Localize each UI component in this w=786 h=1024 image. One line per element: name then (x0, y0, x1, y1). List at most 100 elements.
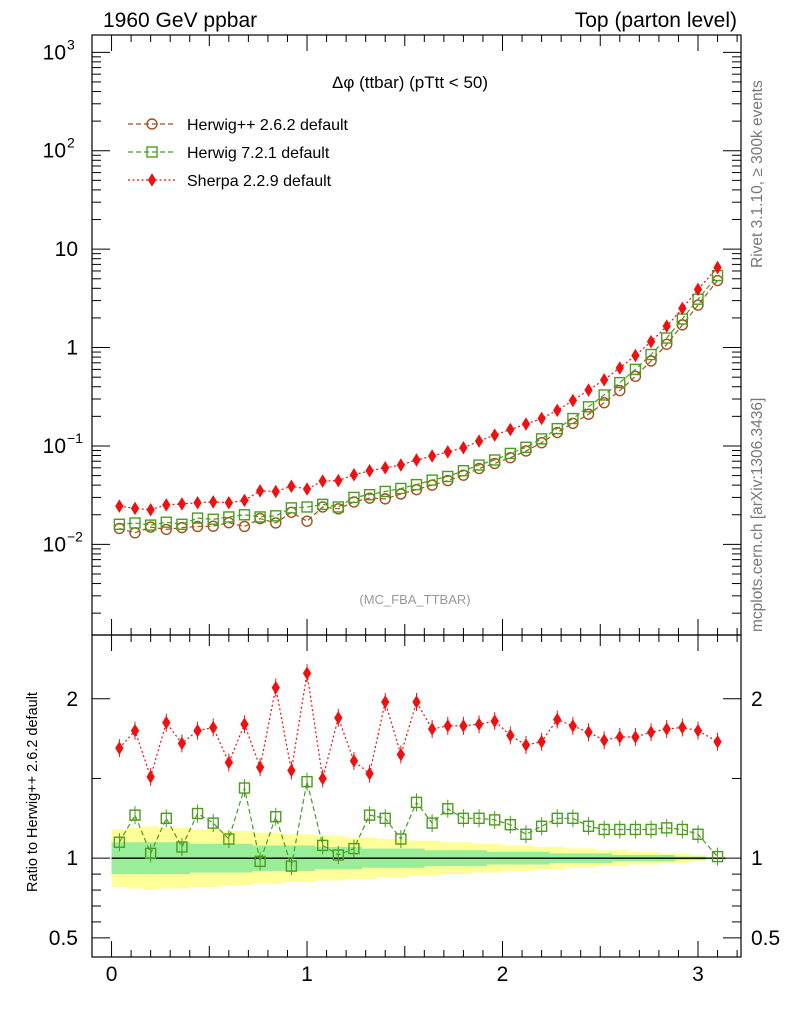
ratio-point-1-14 (334, 711, 343, 725)
ratio-series-line-1 (118, 673, 718, 779)
ratio-point-0-15 (348, 842, 360, 855)
ratio-point-1-26 (521, 738, 531, 752)
ratio-y-tick-label-left: 2 (66, 688, 78, 711)
main-point-0-10 (270, 517, 282, 529)
ratio-point-0-5 (191, 807, 204, 820)
ratio-point-1-18 (396, 747, 406, 762)
y-tick-label: 10 (43, 140, 66, 163)
ratio-point-0-3 (160, 812, 172, 825)
main-point-0-31 (598, 397, 610, 409)
ratio-point-1-15 (349, 754, 359, 768)
main-point-2-32 (615, 361, 624, 375)
main-point-1-20 (426, 474, 438, 486)
ratio-ylabel: Ratio to Herwig++ 2.6.2 default (25, 692, 41, 892)
ratio-point-0-10 (270, 811, 282, 823)
main-point-1-8 (238, 509, 251, 521)
main-point-2-17 (381, 461, 390, 475)
main-point-2-37 (693, 282, 703, 297)
main-point-1-2 (144, 519, 157, 531)
main-point-1-1 (129, 517, 141, 529)
main-point-1-32 (614, 376, 626, 389)
ratio-point-0-2 (144, 847, 157, 860)
ratio-point-1-30 (584, 725, 593, 739)
main-point-1-15 (348, 491, 360, 504)
main-point-2-28 (553, 403, 562, 418)
x-tick-label: 1 (301, 963, 313, 986)
main-point-2-38 (713, 260, 722, 275)
ratio-point-0-22 (457, 812, 470, 825)
main-point-2-21 (443, 445, 452, 459)
ratio-point-0-11 (285, 860, 298, 872)
ratio-point-1-21 (443, 719, 452, 733)
main-point-2-19 (412, 453, 421, 467)
ratio-frame (91, 634, 742, 958)
ratio-point-1-5 (193, 723, 202, 738)
header-left: 1960 GeV ppbar (103, 9, 257, 32)
ratio-point-0-32 (614, 823, 626, 836)
ratio-point-0-4 (176, 841, 188, 853)
y-tick-label: 10 (43, 435, 66, 458)
main-point-0-12 (301, 515, 313, 527)
main-point-1-10 (270, 510, 282, 522)
main-point-2-1 (130, 501, 140, 516)
y-tick-label: 10 (55, 238, 78, 261)
ratio-point-1-33 (631, 730, 640, 744)
ratio-point-1-1 (130, 723, 140, 738)
ratio-point-0-13 (316, 839, 329, 852)
main-point-2-22 (459, 440, 468, 455)
main-series-line-1 (119, 275, 718, 526)
main-point-1-33 (629, 363, 642, 376)
legend-label-1: Herwig 7.2.1 default (187, 145, 330, 162)
ratio-point-1-32 (615, 730, 624, 744)
ratio-point-0-36 (676, 823, 689, 836)
main-point-2-36 (678, 301, 687, 316)
analysis-label: (MC_FBA_TTBAR) (359, 592, 470, 607)
main-point-2-15 (349, 467, 359, 482)
ratio-point-0-31 (598, 823, 610, 836)
main-point-1-27 (535, 433, 548, 445)
main-point-1-11 (285, 502, 298, 514)
main-point-1-0 (113, 518, 126, 530)
ratio-point-0-33 (629, 823, 642, 836)
main-point-2-5 (193, 495, 202, 510)
main-point-2-4 (177, 497, 187, 511)
ratio-point-1-25 (506, 728, 515, 743)
main-point-1-18 (395, 482, 407, 495)
main-point-2-9 (255, 484, 265, 498)
ratio-point-0-35 (661, 822, 673, 834)
ratio-point-0-27 (535, 820, 548, 832)
main-point-2-26 (521, 417, 531, 431)
ratio-point-1-31 (600, 733, 609, 747)
ratio-point-1-10 (271, 680, 280, 695)
main-point-2-25 (506, 422, 515, 437)
y-tick-label: 10 (43, 41, 66, 64)
ratio-point-0-8 (238, 782, 251, 794)
y-tick-exponent: 3 (67, 36, 75, 52)
y-tick-exponent: −2 (67, 528, 83, 544)
legend-label-2: Sherpa 2.2.9 default (187, 173, 332, 190)
ratio-point-1-23 (474, 717, 484, 732)
main-point-1-21 (442, 470, 454, 483)
ratio-point-0-19 (410, 796, 423, 809)
main-point-0-34 (645, 355, 657, 367)
ratio-point-0-1 (129, 809, 141, 821)
ratio-point-0-18 (395, 833, 407, 845)
y-tick-exponent: −1 (67, 430, 83, 446)
main-point-1-19 (410, 478, 423, 491)
ratio-point-0-7 (223, 833, 235, 845)
main-point-1-9 (254, 511, 266, 523)
main-point-1-25 (504, 447, 517, 460)
ratio-point-1-35 (662, 722, 671, 736)
main-point-2-35 (662, 319, 671, 333)
ratio-point-0-6 (207, 817, 219, 829)
ratio-point-1-9 (255, 760, 265, 775)
main-point-0-30 (582, 408, 595, 420)
ratio-point-0-12 (301, 775, 313, 788)
main-point-1-14 (332, 501, 345, 513)
main-point-1-22 (457, 465, 470, 477)
ratio-point-1-37 (693, 723, 703, 738)
ratio-point-1-3 (162, 715, 171, 730)
ratio-point-1-20 (427, 722, 437, 736)
main-point-0-33 (629, 370, 642, 383)
